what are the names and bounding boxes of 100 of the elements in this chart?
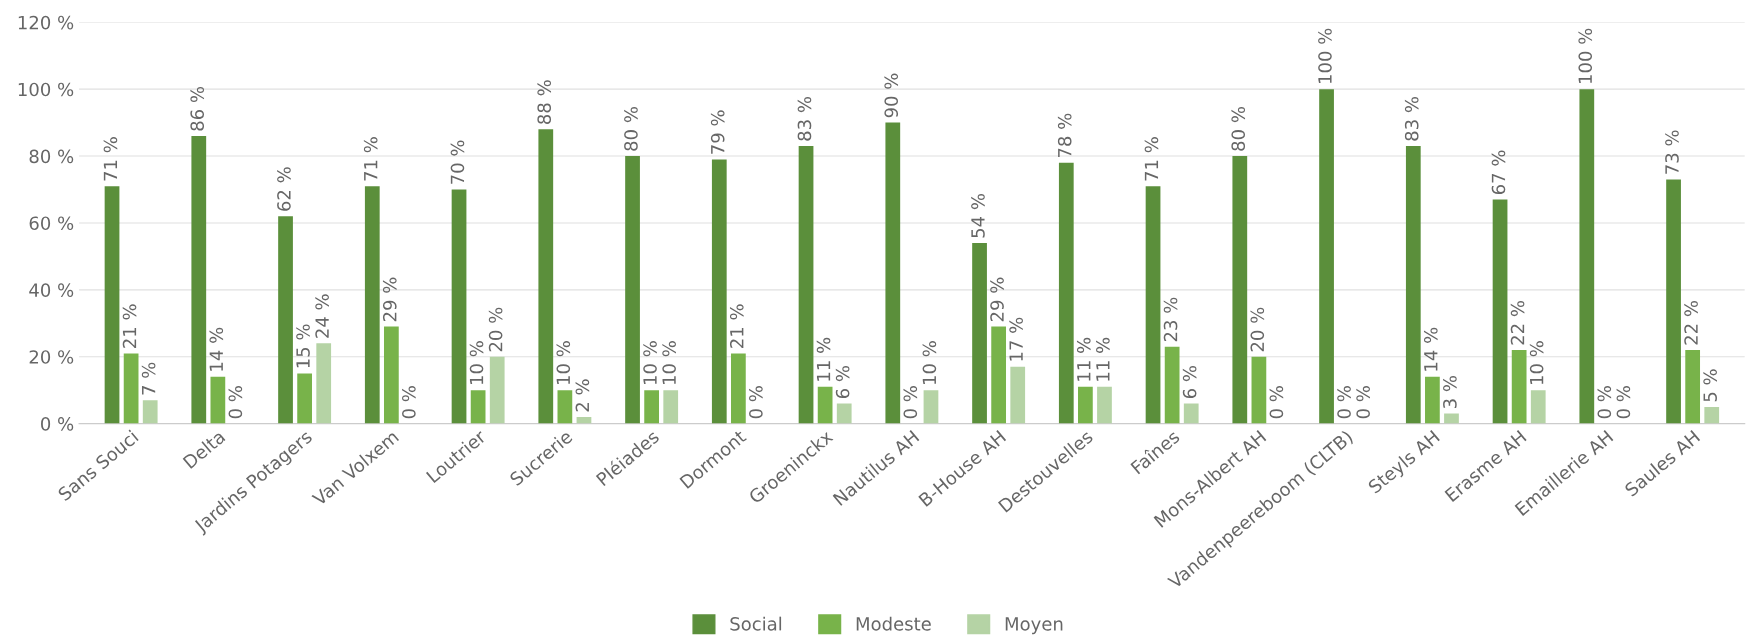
bar (1511, 350, 1527, 424)
y-tick-label: 60 % (29, 216, 74, 231)
data-label: 90 % (884, 73, 899, 118)
data-label: 0 % (749, 386, 763, 419)
data-label: 11 % (1096, 337, 1110, 381)
data-label: 21 % (729, 304, 744, 348)
y-tick-label: 20 % (29, 350, 74, 364)
y-tick-label: 100 % (18, 82, 74, 97)
bar (451, 189, 467, 424)
data-label: 0 % (402, 386, 416, 419)
bar (470, 390, 486, 424)
data-label: 80 % (624, 107, 638, 151)
data-label: 10 % (922, 341, 937, 385)
data-label: 100 % (1578, 28, 1593, 84)
data-label: 6 % (1182, 365, 1197, 399)
data-label: 0 % (903, 386, 918, 419)
bar (191, 136, 207, 424)
bar (384, 326, 399, 424)
bar (885, 122, 901, 424)
data-label: 23 % (1163, 297, 1178, 342)
bar (972, 243, 987, 424)
data-label: 24 % (315, 294, 329, 338)
data-label: 14 % (209, 327, 224, 371)
data-label: 7 % (141, 362, 156, 395)
data-label: 83 % (1404, 96, 1419, 141)
bar (1666, 179, 1681, 424)
bar (142, 400, 158, 424)
data-label: 79 % (710, 110, 725, 154)
bar (557, 390, 573, 424)
bar (711, 159, 727, 424)
data-label: 11 % (1076, 337, 1091, 381)
bar (817, 386, 833, 424)
data-label: 10 % (469, 341, 484, 385)
bar (278, 216, 293, 424)
bar (1164, 346, 1180, 424)
y-tick-label: 80 % (29, 149, 74, 164)
bar (798, 146, 814, 424)
data-label: 22 % (1510, 300, 1525, 345)
legend-label: Moyen (1005, 617, 1063, 635)
data-label: 0 % (1337, 386, 1351, 419)
bar (1183, 403, 1199, 424)
data-label: 70 % (450, 140, 465, 184)
bar (1492, 199, 1508, 424)
data-label: 0 % (1356, 386, 1370, 419)
data-label: 20 % (488, 307, 503, 352)
bar (1444, 413, 1459, 424)
data-label: 11 % (816, 337, 831, 381)
bar (1251, 356, 1267, 424)
data-label: 10 % (1529, 341, 1544, 385)
bar (1145, 186, 1161, 424)
data-label: 67 % (1491, 150, 1506, 195)
bar (316, 343, 332, 424)
data-label: 29 % (382, 277, 397, 322)
bar (123, 353, 139, 424)
bar (210, 376, 226, 424)
data-label: 88 % (537, 80, 552, 124)
bar (1704, 406, 1720, 424)
y-tick-label: 40 % (29, 283, 74, 297)
legend-label: Social (730, 616, 782, 631)
data-label: 10 % (662, 341, 676, 385)
data-label: 73 % (1665, 130, 1679, 174)
bar (663, 390, 679, 424)
bar (1405, 146, 1421, 424)
bar (644, 390, 659, 424)
data-label: 10 % (556, 341, 571, 385)
data-label: 15 % (296, 324, 310, 368)
data-label: 21 % (122, 304, 137, 348)
data-label: 71 % (103, 137, 118, 181)
bar (1579, 89, 1595, 424)
data-label: 0 % (1269, 386, 1284, 419)
y-tick-label: 120 % (18, 15, 74, 30)
bar (1058, 162, 1074, 424)
data-label: 2 % (575, 379, 590, 412)
data-label: 10 % (643, 341, 657, 385)
data-label: 0 % (228, 386, 243, 419)
data-label: 83 % (797, 96, 812, 141)
data-label: 71 % (363, 137, 378, 181)
data-label: 0 % (1616, 386, 1631, 419)
data-label: 54 % (971, 193, 985, 238)
bar (923, 390, 939, 424)
bar (1232, 156, 1248, 424)
bar (991, 326, 1007, 424)
bar (731, 353, 746, 424)
data-label: 0 % (1597, 386, 1612, 419)
data-label: 62 % (277, 167, 291, 211)
bar (1010, 366, 1026, 424)
data-label: 29 % (990, 277, 1004, 322)
bar (1319, 89, 1334, 424)
legend-label: Modeste (856, 616, 931, 631)
bar (1097, 386, 1112, 424)
bar (1425, 376, 1440, 424)
bar (1530, 390, 1546, 424)
data-label: 22 % (1684, 300, 1698, 345)
bar (1078, 386, 1093, 424)
bar (104, 186, 120, 424)
data-label: 14 % (1423, 327, 1438, 371)
data-label: 71 % (1144, 137, 1159, 181)
data-label: 86 % (190, 86, 205, 131)
bar (1685, 350, 1701, 424)
bar (836, 403, 852, 424)
